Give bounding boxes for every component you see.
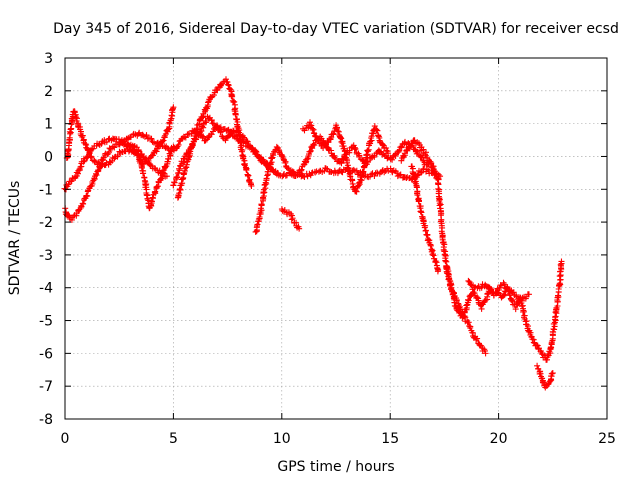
x-tick-label: 5 xyxy=(169,431,178,447)
y-tick-label: -4 xyxy=(39,281,53,297)
point-markers xyxy=(534,362,556,391)
y-tick-label: -8 xyxy=(39,412,53,428)
point-markers xyxy=(252,133,437,235)
series-track-l xyxy=(443,263,489,357)
series-track-c xyxy=(63,108,177,212)
series-track-g xyxy=(252,133,437,235)
y-tick-label: 3 xyxy=(44,51,53,67)
x-tick-label: 0 xyxy=(61,431,70,447)
point-markers xyxy=(63,108,177,212)
grid-lines xyxy=(65,58,607,419)
point-markers xyxy=(465,277,532,304)
y-tick-label: 2 xyxy=(44,84,53,100)
point-markers xyxy=(408,163,442,275)
y-tick-label: -2 xyxy=(39,215,53,231)
x-tick-label: 20 xyxy=(490,431,508,447)
data-points xyxy=(61,76,565,391)
x-tick-label: 15 xyxy=(381,431,399,447)
x-tick-label: 10 xyxy=(273,431,291,447)
x-tick-label: 25 xyxy=(598,431,616,447)
chart-title: Day 345 of 2016, Sidereal Day-to-day VTE… xyxy=(53,21,619,37)
plot-frame xyxy=(64,57,608,420)
y-tick-label: 1 xyxy=(44,117,53,133)
point-markers xyxy=(443,263,489,357)
series-track-n xyxy=(465,277,532,304)
y-tick-label: 0 xyxy=(44,149,53,165)
y-tick-label: -7 xyxy=(39,379,53,395)
series-track-m xyxy=(534,362,556,391)
point-markers xyxy=(300,119,392,195)
y-tick-label: -5 xyxy=(39,314,53,330)
point-markers xyxy=(116,124,444,183)
point-markers xyxy=(170,113,281,189)
y-tick-label: -3 xyxy=(39,248,53,264)
series-track-k xyxy=(408,163,442,275)
series-track-h xyxy=(278,206,303,232)
series-track-f xyxy=(170,113,281,189)
series-track-i xyxy=(300,119,392,195)
axis-ticks xyxy=(64,57,608,420)
point-markers xyxy=(278,206,303,232)
y-axis-label: SDTVAR / TECUs xyxy=(7,181,23,296)
tick-labels: 0 5 10 15 20 25 -8 -7 -6 -5 -4 -3 -2 -1 0 1 2 3 xyxy=(39,51,616,447)
series-track-d xyxy=(116,124,444,183)
x-axis-label: GPS time / hours xyxy=(277,459,394,475)
y-tick-label: -1 xyxy=(39,182,53,198)
y-tick-label: -6 xyxy=(39,346,53,362)
